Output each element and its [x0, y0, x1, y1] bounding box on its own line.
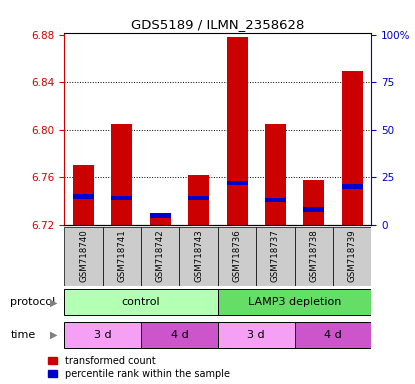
Text: GSM718740: GSM718740 — [79, 230, 88, 282]
Bar — [342, 71, 363, 225]
Bar — [188, 175, 209, 225]
Bar — [342, 184, 363, 189]
Bar — [218, 227, 256, 286]
Bar — [303, 207, 325, 212]
Bar — [227, 180, 248, 185]
Bar — [111, 196, 132, 200]
Bar — [333, 227, 371, 286]
Legend: transformed count, percentile rank within the sample: transformed count, percentile rank withi… — [49, 356, 230, 379]
Text: 4 d: 4 d — [171, 330, 188, 340]
Bar — [103, 227, 141, 286]
Text: GSM718742: GSM718742 — [156, 230, 165, 282]
Text: 4 d: 4 d — [324, 330, 342, 340]
Bar — [265, 198, 286, 202]
Bar — [64, 227, 103, 286]
Bar — [218, 322, 295, 348]
Bar — [73, 166, 94, 225]
Text: GSM718737: GSM718737 — [271, 230, 280, 282]
Bar — [64, 290, 218, 315]
Text: control: control — [122, 297, 161, 308]
Bar — [141, 322, 218, 348]
Bar — [188, 196, 209, 200]
Text: GSM718743: GSM718743 — [194, 230, 203, 282]
Bar — [141, 227, 180, 286]
Text: GSM718736: GSM718736 — [232, 230, 242, 282]
Text: GSM718739: GSM718739 — [348, 230, 357, 282]
Bar — [73, 194, 94, 199]
Title: GDS5189 / ILMN_2358628: GDS5189 / ILMN_2358628 — [131, 18, 305, 31]
Bar — [64, 322, 141, 348]
Text: GSM718741: GSM718741 — [117, 230, 127, 282]
Bar — [150, 213, 171, 217]
Bar — [303, 180, 325, 225]
Text: 3 d: 3 d — [247, 330, 265, 340]
Bar — [150, 215, 171, 225]
Text: ▶: ▶ — [50, 330, 58, 340]
Text: GSM718738: GSM718738 — [309, 230, 318, 282]
Text: ▶: ▶ — [50, 297, 58, 308]
Bar — [218, 290, 371, 315]
Bar — [227, 37, 248, 225]
Bar — [295, 227, 333, 286]
Text: time: time — [10, 330, 36, 340]
Bar — [111, 124, 132, 225]
Bar — [265, 124, 286, 225]
Bar — [256, 227, 295, 286]
Bar — [180, 227, 218, 286]
Text: protocol: protocol — [10, 297, 56, 308]
Bar — [295, 322, 371, 348]
Text: 3 d: 3 d — [94, 330, 112, 340]
Text: LAMP3 depletion: LAMP3 depletion — [248, 297, 342, 308]
